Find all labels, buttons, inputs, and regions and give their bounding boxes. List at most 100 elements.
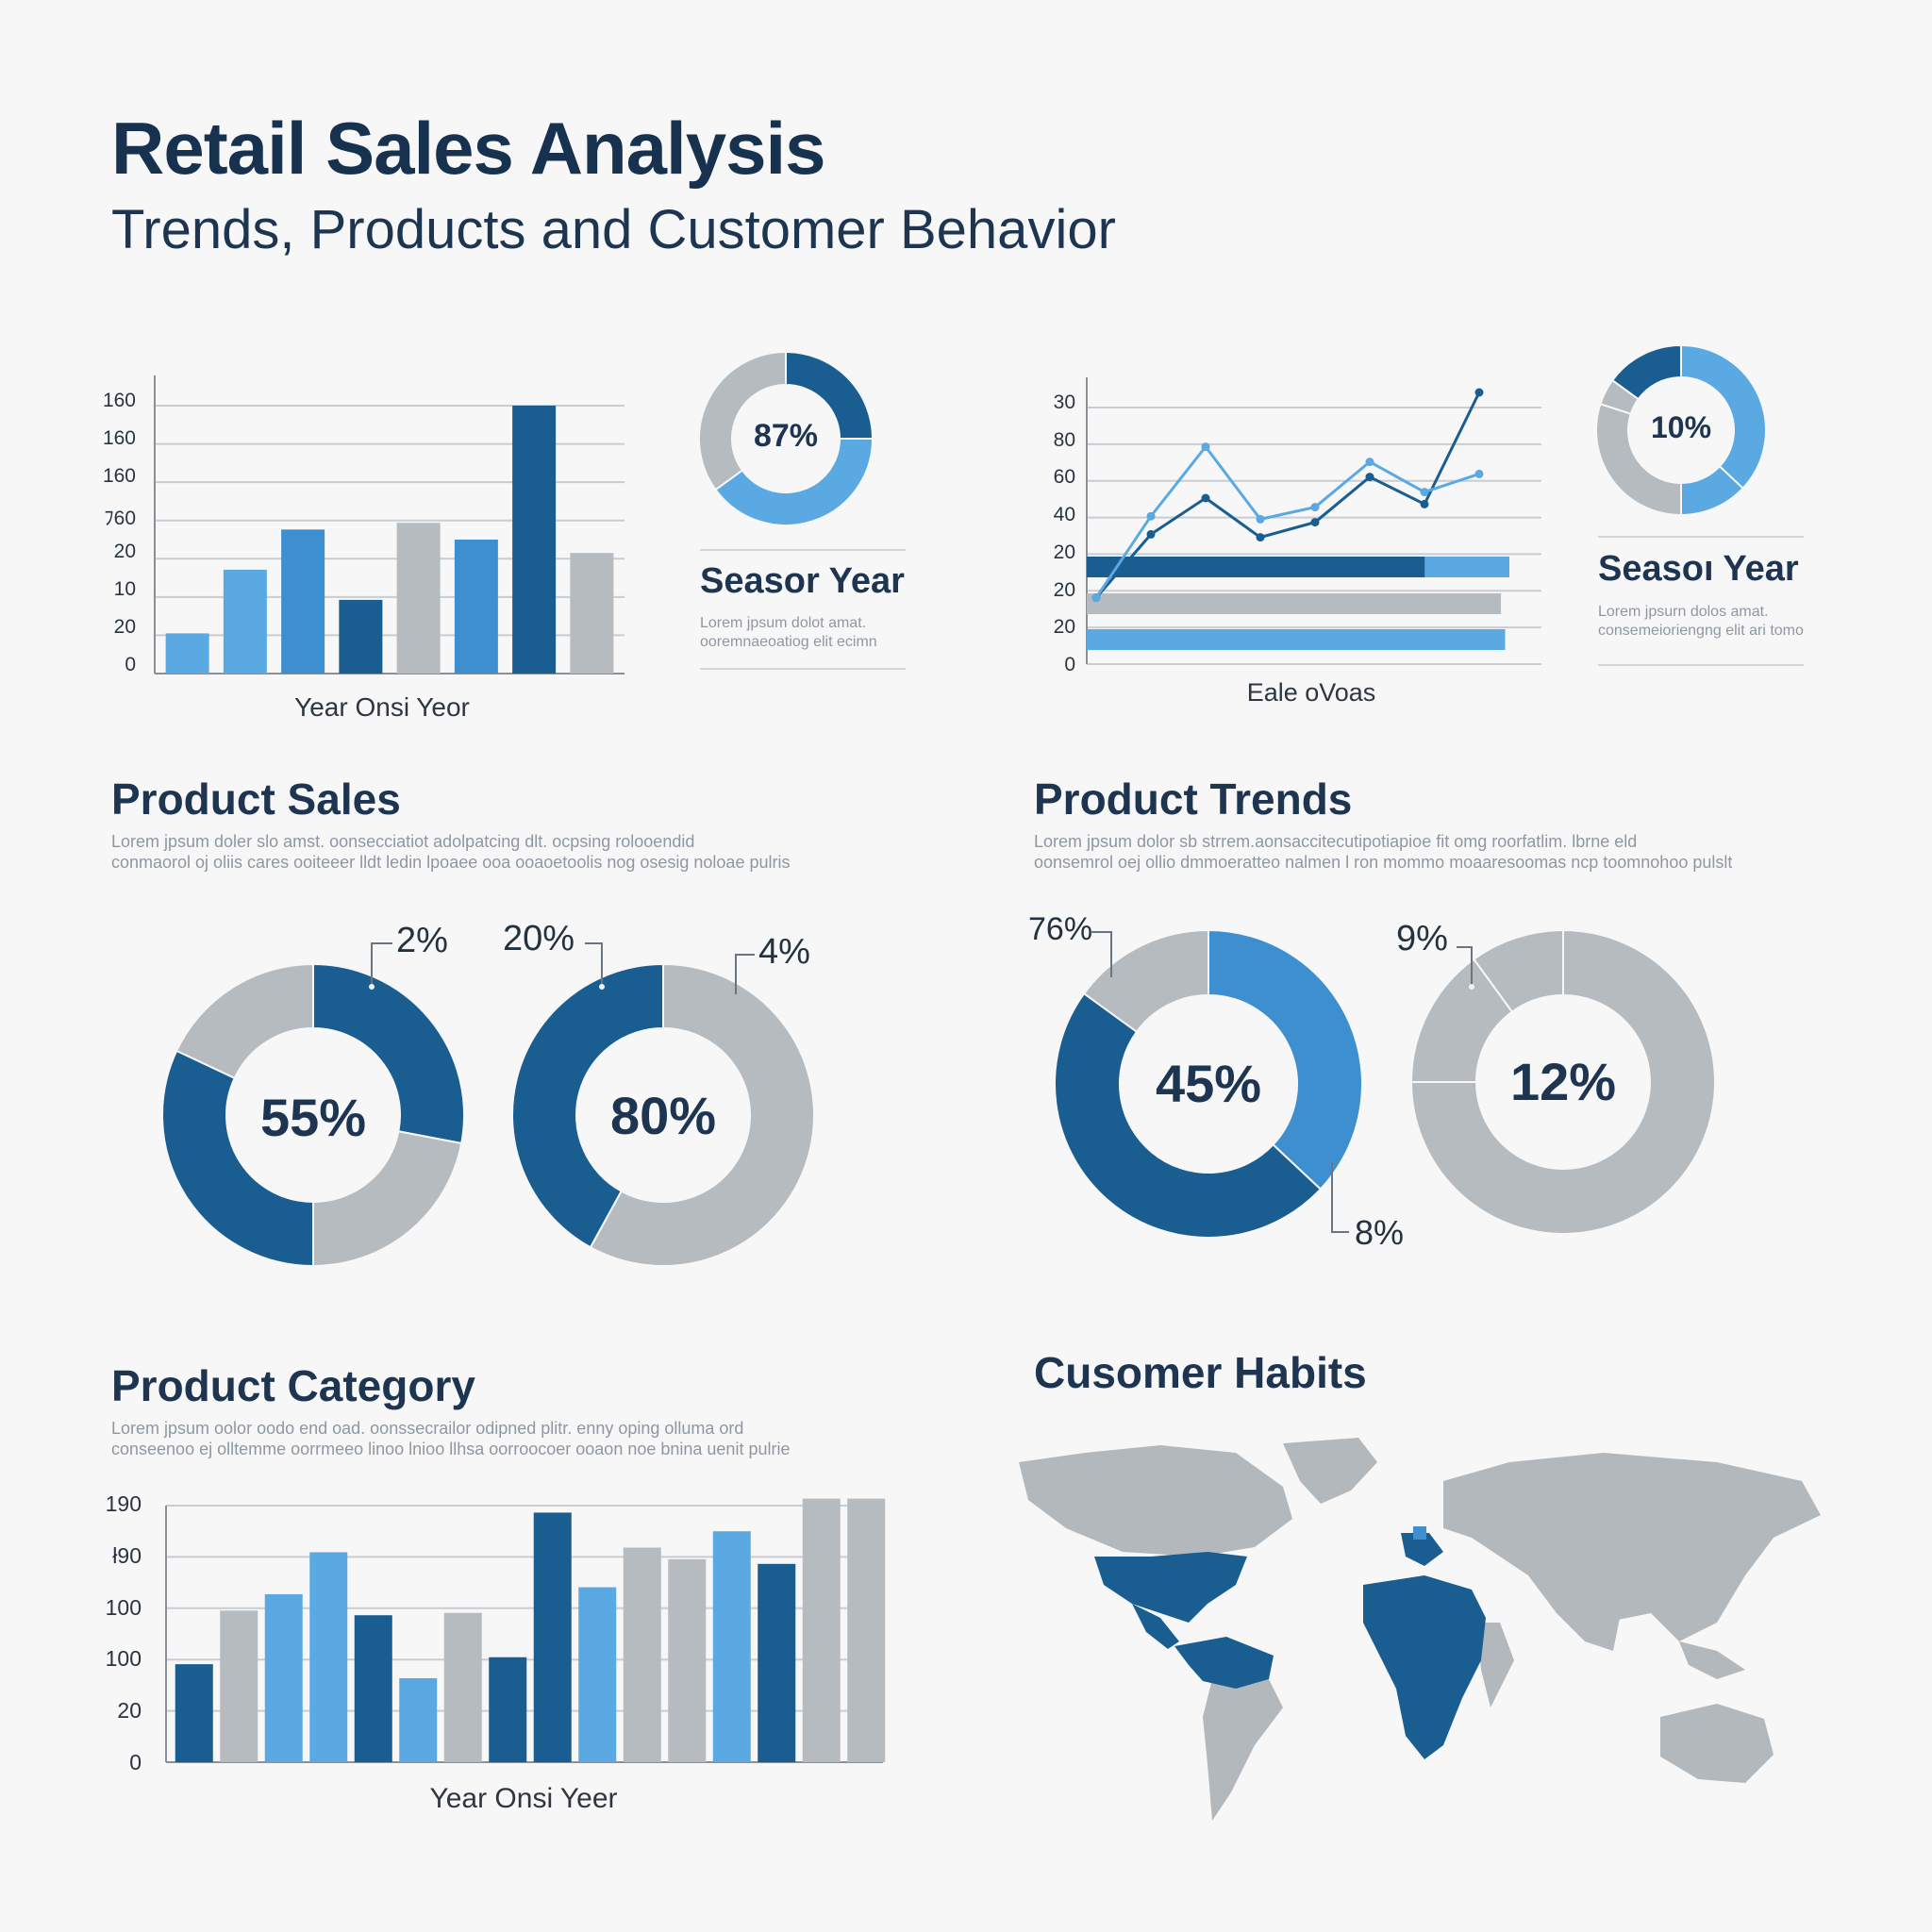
x-axis-label: Year Onsi Yeer xyxy=(429,1783,618,1814)
series-line xyxy=(1094,391,1481,599)
donut-center-value: 55% xyxy=(259,1088,367,1147)
card-text: Lorem jpsurn dolos amat. xyxy=(1598,604,1769,620)
donut-center-value: 12% xyxy=(1509,1052,1617,1111)
callout-label: 9% xyxy=(1396,919,1448,958)
card-title: Seasoı Year xyxy=(1598,549,1799,589)
callout-label: 8% xyxy=(1355,1213,1405,1252)
card-text: consemeioriengng elit ari tomo xyxy=(1598,623,1804,639)
donut-slice xyxy=(1208,928,1363,1191)
bar xyxy=(175,1664,213,1762)
bar-chart-svg xyxy=(165,1498,886,1763)
callout-label: 4% xyxy=(758,932,810,972)
y-tick-label: 100 xyxy=(105,1646,142,1672)
donut-slice xyxy=(161,1049,314,1268)
divider xyxy=(700,549,906,551)
series-point xyxy=(1310,503,1320,512)
hbar-segment xyxy=(1424,557,1509,577)
bar xyxy=(454,540,498,674)
map-region-eurasia xyxy=(1443,1453,1821,1641)
map-region-east-africa xyxy=(1476,1623,1514,1707)
donut-slice xyxy=(1409,928,1716,1235)
map-region-south-america-south xyxy=(1203,1670,1283,1821)
y-tick-label: 0 xyxy=(129,1750,142,1774)
callout-label: 20% xyxy=(503,919,575,958)
bar xyxy=(802,1498,841,1762)
donut-chart xyxy=(1054,928,1363,1239)
section-title-product-trends: Product Trends xyxy=(1034,774,1353,824)
bar xyxy=(712,1531,751,1762)
series-point xyxy=(1474,388,1484,397)
series-point xyxy=(1201,493,1210,503)
map-region-europe-accent xyxy=(1413,1526,1426,1540)
y-tick-label: 160 xyxy=(102,465,136,487)
bar xyxy=(396,523,441,674)
card-title: Seasor Year xyxy=(700,561,905,601)
section-title-customer-habits: Cusomer Habits xyxy=(1034,1348,1367,1397)
y-tick-label: 60 xyxy=(1053,466,1075,489)
bar xyxy=(570,553,614,674)
y-tick-label: 80 xyxy=(1053,428,1075,451)
y-tick-label: 20 xyxy=(113,541,136,562)
top-left-bar-chart: 160 160 160 ﾌ60 20 10 20 0 Year Onsi Yeor xyxy=(85,368,641,726)
y-tick-label: 20 xyxy=(1053,578,1075,601)
page-subtitle: Trends, Products and Customer Behavior xyxy=(111,199,1116,260)
map-region-se-asia xyxy=(1679,1641,1745,1679)
card-text: Lorem jpsum dolot amat. xyxy=(700,615,867,631)
donut-chart xyxy=(1595,343,1767,517)
map-region-north-america xyxy=(1094,1552,1247,1623)
divider xyxy=(700,668,906,670)
x-axis-label: Year Onsi Yeor xyxy=(294,692,470,722)
y-tick-label: 160 xyxy=(102,427,136,449)
bar xyxy=(443,1612,482,1762)
series-point xyxy=(1091,593,1101,603)
donut-slice xyxy=(698,350,787,491)
series-point xyxy=(1310,518,1320,527)
series-point xyxy=(1365,473,1374,482)
donut-slice xyxy=(175,962,314,1080)
product-category-bar-chart: 190 ł90 100 100 20 0 Year Onsi Yeer xyxy=(85,1472,887,1830)
bar-chart-svg xyxy=(154,375,625,675)
section-text: conseenoo ej olltemme oorrmeeo linoo lni… xyxy=(111,1440,791,1458)
donut-slice xyxy=(714,438,874,526)
bar xyxy=(399,1677,438,1762)
divider xyxy=(1598,536,1804,538)
y-tick-label: 10 xyxy=(113,578,136,600)
series-point xyxy=(1474,469,1484,478)
bar xyxy=(354,1615,392,1762)
bar xyxy=(512,406,557,674)
x-axis-label: Eale oVoas xyxy=(1246,678,1376,707)
donut-center-value: 87% xyxy=(753,418,819,454)
donut-chart xyxy=(1409,928,1716,1235)
map-region-canada xyxy=(1019,1445,1292,1557)
series-line xyxy=(1094,444,1480,599)
bar xyxy=(489,1657,527,1762)
map-region-africa xyxy=(1363,1575,1486,1759)
y-tick-label: 20 xyxy=(1053,616,1075,639)
line-chart-svg xyxy=(1086,377,1541,665)
bar xyxy=(309,1552,348,1762)
y-tick-label: 190 xyxy=(105,1491,142,1516)
section-text: Lorem jpsum oolor oodo end oad. oonssecr… xyxy=(111,1419,744,1438)
bar xyxy=(847,1498,886,1762)
donut-center-value: 10% xyxy=(1650,410,1712,444)
hbar-segment xyxy=(1087,557,1425,577)
top-right-line-chart: 30 80 60 40 20 20 20 0 Eale oVoas xyxy=(1028,349,1557,717)
y-tick-label: 0 xyxy=(1064,654,1075,675)
y-tick-label: 100 xyxy=(105,1594,142,1620)
bar xyxy=(165,633,209,674)
series-point xyxy=(1146,529,1156,539)
bar xyxy=(668,1558,707,1762)
map-region-middle-east xyxy=(1528,1566,1623,1651)
bar xyxy=(223,569,267,674)
series-point xyxy=(1256,514,1265,524)
donut-slice xyxy=(1610,343,1682,401)
bar xyxy=(623,1547,661,1762)
series-point xyxy=(1365,458,1374,467)
divider xyxy=(1598,664,1804,666)
section-text: oonsemrol oej ollio dmmoeratteo nalmen l… xyxy=(1034,853,1733,872)
donut-slice xyxy=(1054,991,1323,1239)
bar xyxy=(281,529,325,674)
y-tick-label: 0 xyxy=(125,654,136,675)
